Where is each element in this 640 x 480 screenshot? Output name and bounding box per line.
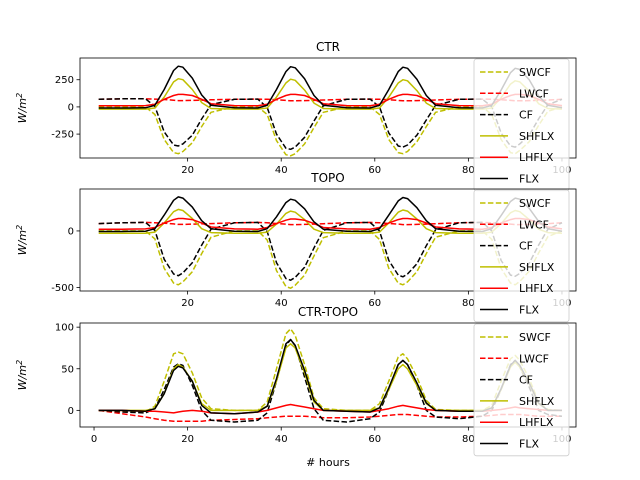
y-axis-label: W/m2 [15, 93, 29, 123]
legend-entry: SWCF [519, 66, 551, 79]
y-axis-label-main: W/m [16, 365, 29, 390]
chart-title: CTR-TOPO [298, 305, 358, 319]
y-axis-label: W/m2 [15, 360, 29, 390]
x-tick-label: 0 [91, 434, 97, 445]
legend-entry: CF [519, 109, 533, 122]
legend-entry: LHFLX [519, 416, 554, 429]
y-tick-label: 0 [68, 406, 74, 417]
x-tick-label: 40 [275, 165, 288, 176]
y-tick-label: -500 [51, 283, 74, 294]
y-tick-label: 100 [55, 323, 74, 334]
axes-frame [79, 188, 577, 292]
series-line-swcf [98, 328, 563, 413]
legend-entry: FLX [519, 304, 539, 317]
x-tick-label: 60 [368, 165, 381, 176]
x-tick-label: 60 [368, 434, 381, 445]
legend-entry: CF [519, 240, 533, 253]
chart-title: CTR [316, 40, 340, 54]
subplot-1: 20406080100-5000TOPOW/m2SWCFLWCFCFSHFLXL… [15, 171, 577, 323]
x-tick-label: 40 [275, 434, 288, 445]
legend-entry: CF [519, 374, 533, 387]
y-axis-label-sup: 2 [15, 225, 24, 230]
legend-entry: SHFLX [519, 261, 555, 274]
x-tick-label: 80 [462, 298, 475, 309]
x-tick-label: 40 [275, 298, 288, 309]
legend: SWCF LWCF CF SHFLX LHFLX FLX [473, 58, 570, 192]
legend-entry: FLX [519, 173, 539, 186]
chart-title: TOPO [310, 171, 344, 185]
legend-entry: SWCF [519, 331, 551, 344]
axes-frame [79, 57, 577, 159]
y-axis-label-sup: 2 [15, 93, 24, 98]
y-tick-label: 250 [55, 75, 74, 86]
legend: SWCF LWCF CF SHFLX LHFLX FLX [473, 323, 570, 457]
y-tick-label: 0 [68, 226, 74, 237]
y-axis-label-main: W/m [16, 98, 29, 123]
subplot-0: 20406080100-2500250CTRW/m2SWCFLWCFCFSHFL… [15, 40, 577, 192]
legend-entry: LHFLX [519, 282, 554, 295]
y-tick-label: 50 [61, 364, 74, 375]
y-tick-label: -250 [51, 130, 74, 141]
series-line-swcf [98, 230, 563, 289]
x-tick-label: 80 [462, 165, 475, 176]
legend-entry: SHFLX [519, 130, 555, 143]
subplots: 20406080100-2500250CTRW/m2SWCFLWCFCFSHFL… [15, 40, 577, 469]
legend: SWCF LWCF CF SHFLX LHFLX FLX [473, 189, 570, 323]
x-tick-label: 60 [368, 298, 381, 309]
legend-entry: SHFLX [519, 395, 555, 408]
legend-entry: LWCF [519, 218, 549, 231]
y-axis-label-sup: 2 [15, 360, 24, 365]
legend-entry: SWCF [519, 197, 551, 210]
legend-entry: FLX [519, 438, 539, 451]
x-tick-label: 20 [181, 165, 194, 176]
x-tick-label: 20 [181, 434, 194, 445]
x-axis-label: # hours [306, 456, 350, 469]
legend-entry: LWCF [519, 352, 549, 365]
y-tick-label: 0 [68, 102, 74, 113]
x-tick-label: 20 [181, 298, 194, 309]
x-tick-label: 80 [462, 434, 475, 445]
y-axis-label: W/m2 [15, 225, 29, 255]
legend-entry: LHFLX [519, 151, 554, 164]
y-axis-label-main: W/m [16, 230, 29, 255]
axes-frame [79, 322, 577, 428]
legend-entry: LWCF [519, 87, 549, 100]
